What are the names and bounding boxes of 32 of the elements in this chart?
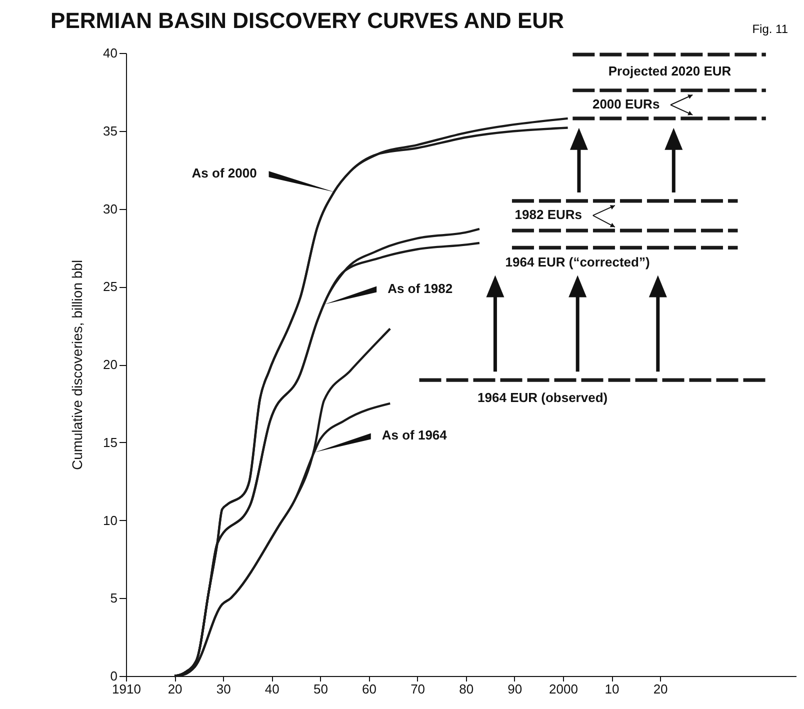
x-tick-label: 40 [264, 682, 280, 696]
x-tick-label: 2000 [548, 682, 578, 696]
annotation: 1982 EURs [514, 206, 582, 222]
y-tick-label: 25 [103, 279, 118, 294]
annotation: 1964 EUR (observed) [478, 390, 608, 406]
annotation: As of 1964 [382, 428, 448, 443]
x-tick-label: 90 [508, 682, 522, 696]
annotation: 1964 EUR (“corrected”) [505, 254, 650, 270]
annotation: As of 2000 [192, 166, 257, 181]
x-tick-label: 60 [362, 682, 376, 696]
chart-title: PERMIAN BASIN DISCOVERY CURVES AND EUR [50, 8, 564, 33]
y-tick-label: 30 [103, 201, 118, 216]
y-tick-label: 35 [103, 123, 118, 138]
y-tick-label: 40 [103, 46, 118, 60]
annotation: Projected 2020 EUR [608, 64, 732, 79]
x-tick-label: 1910 [112, 682, 141, 696]
y-axis-title: Cumulative discoveries, billion bbl [69, 260, 86, 470]
y-tick-label: 20 [103, 357, 118, 372]
x-tick-label: 50 [313, 682, 328, 696]
caption: Fig. 11 [752, 22, 788, 36]
x-tick-label: 10 [604, 682, 620, 696]
y-tick-label: 10 [103, 512, 118, 528]
x-tick-label: 80 [459, 682, 474, 696]
x-tick-label: 70 [410, 682, 426, 696]
y-tick-label: 5 [110, 590, 118, 606]
x-tick-label: 20 [168, 682, 182, 696]
y-tick-label: 0 [110, 668, 118, 684]
x-tick-label: 20 [653, 682, 668, 696]
annotation: As of 1982 [388, 280, 453, 296]
y-tick-label: 15 [103, 434, 118, 450]
annotation: 2000 EURs [592, 96, 660, 112]
x-tick-label: 30 [216, 682, 231, 696]
